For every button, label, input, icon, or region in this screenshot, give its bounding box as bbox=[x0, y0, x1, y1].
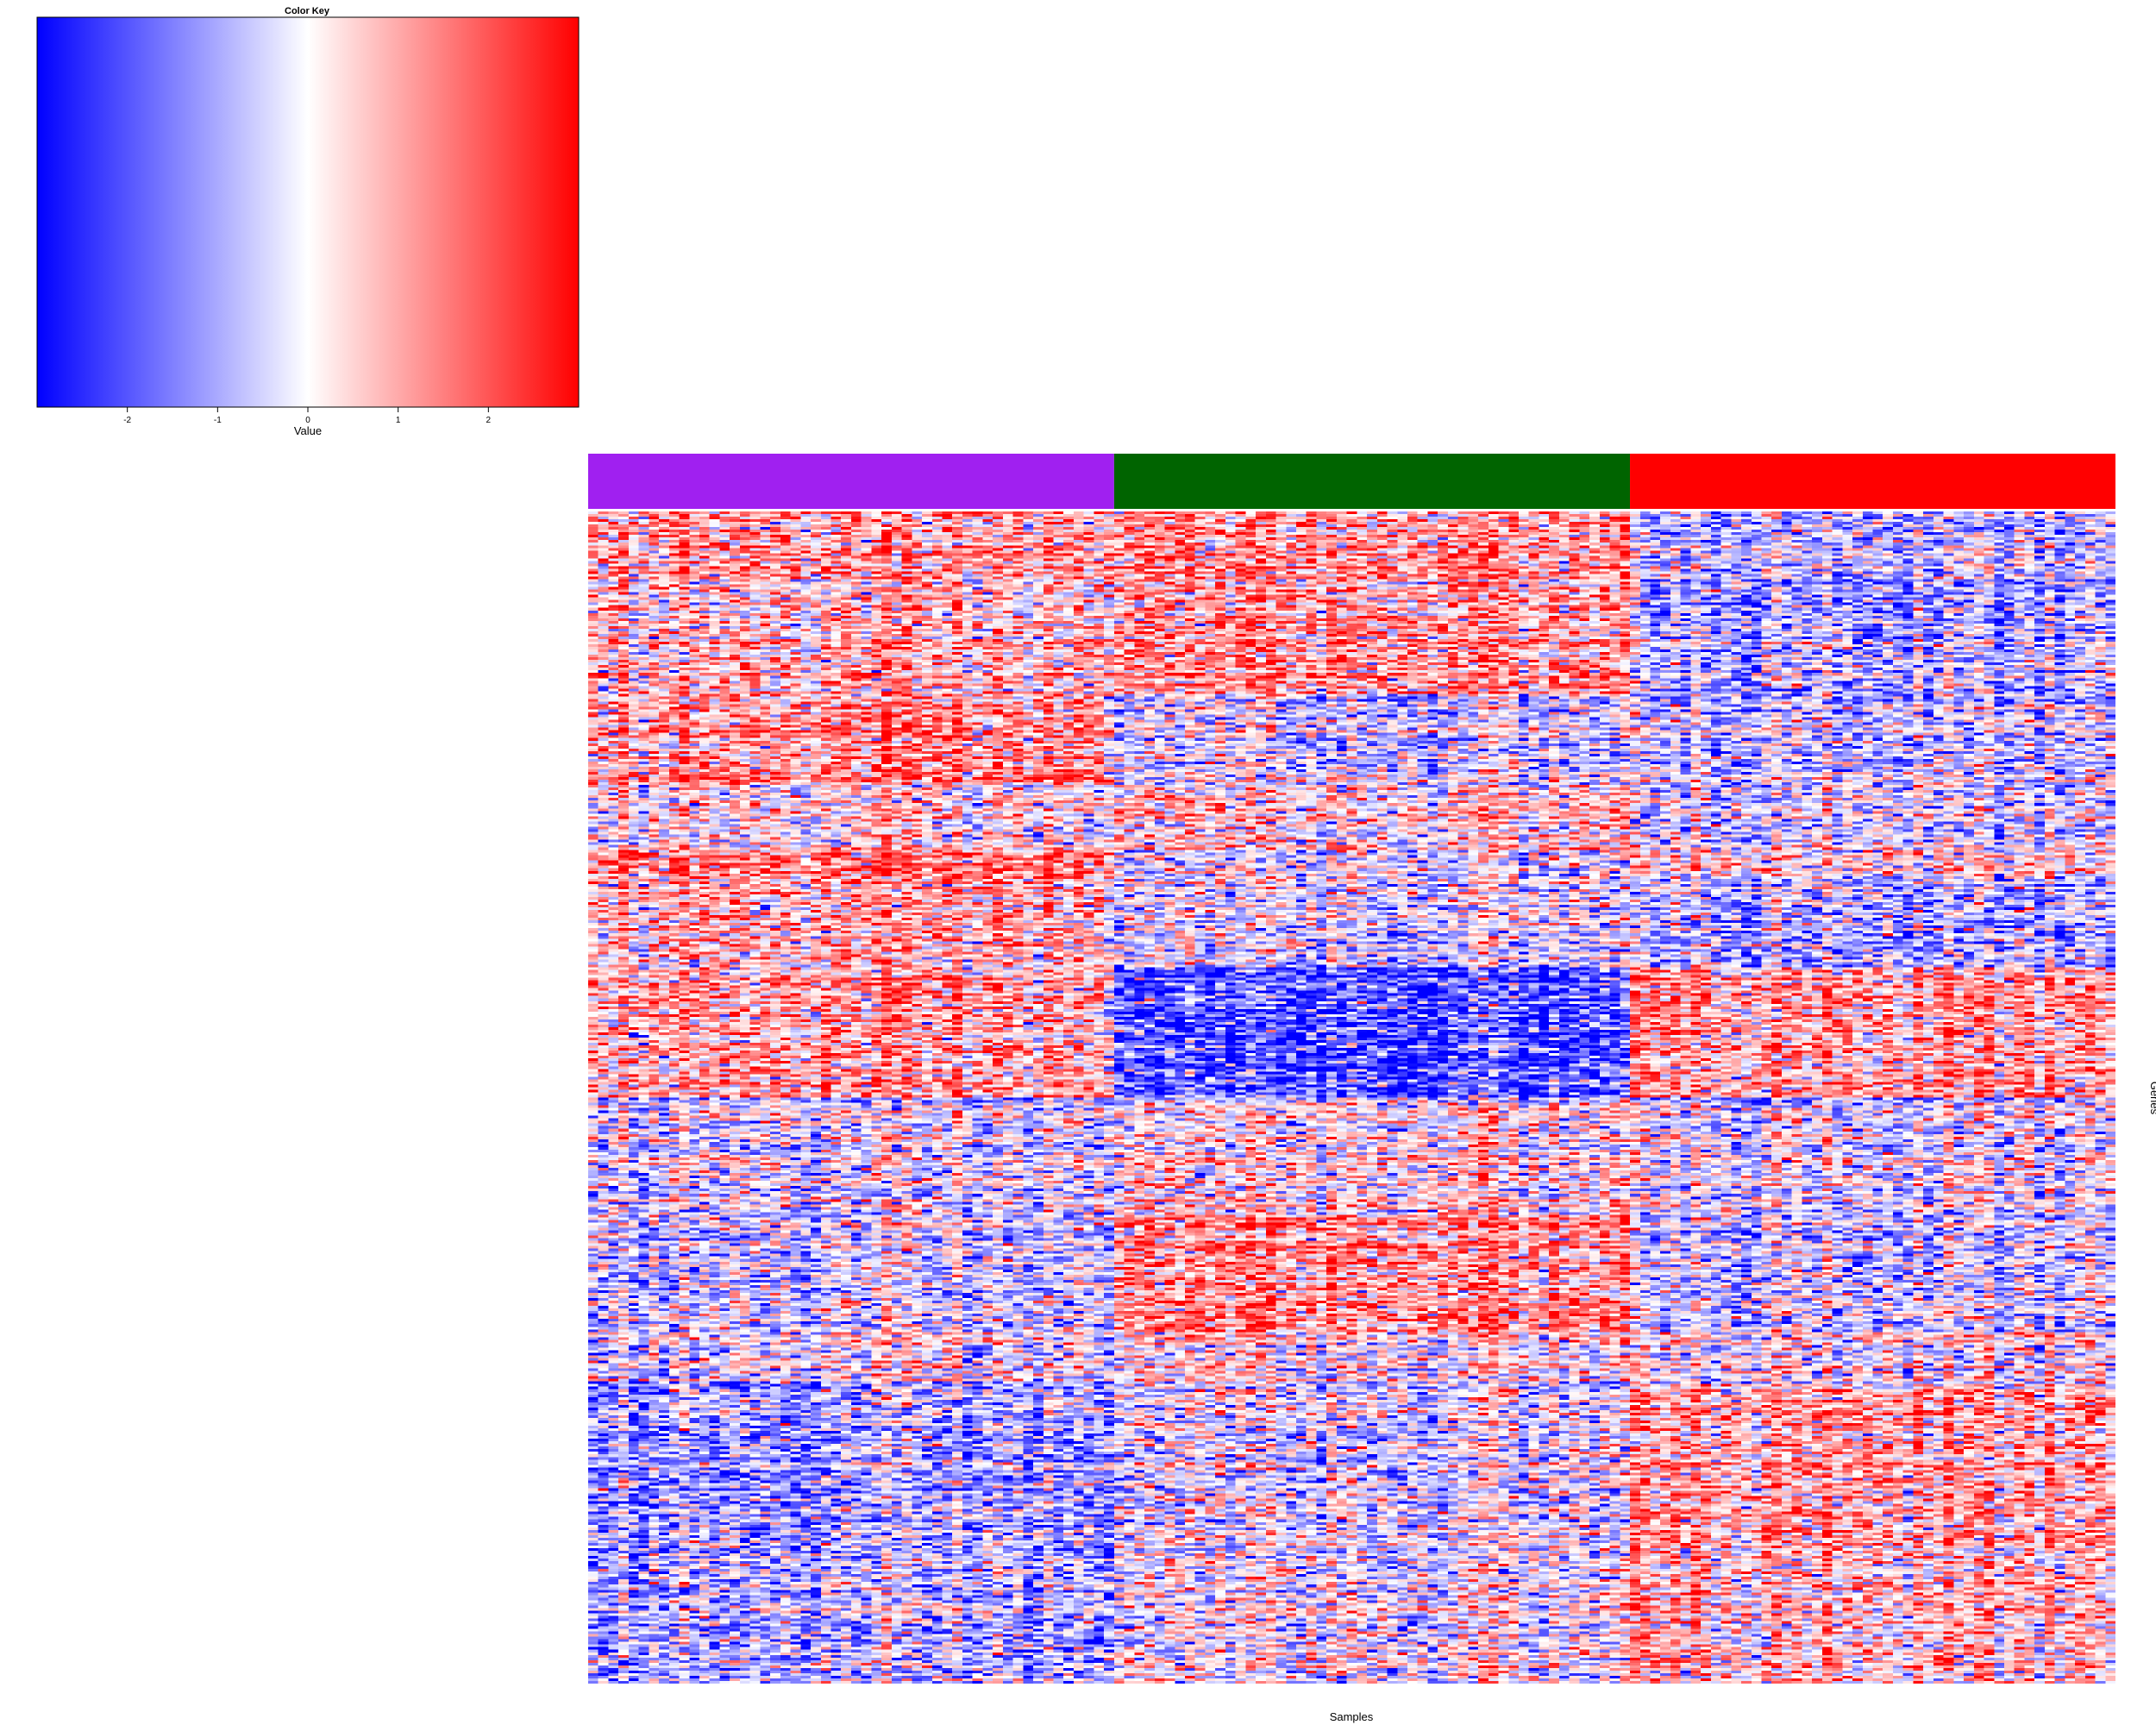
color-key-tick-label: -2 bbox=[123, 416, 131, 425]
color-key-tick-label: 0 bbox=[305, 416, 310, 425]
color-key-tick-label: 1 bbox=[396, 416, 401, 425]
sample-group-bar-3 bbox=[1630, 454, 2115, 509]
sample-group-color-bar bbox=[588, 454, 2115, 509]
color-key-title: Color Key bbox=[285, 6, 330, 16]
color-key-tick-label: -1 bbox=[214, 416, 222, 425]
y-axis-label: Genes bbox=[2148, 1082, 2156, 1115]
color-key-gradient-bar bbox=[36, 16, 580, 408]
color-key-axis: -2 -1 0 1 2 bbox=[123, 407, 492, 425]
color-key: Color Key -2 -1 0 1 2 Value bbox=[36, 6, 580, 437]
x-axis-label: Samples bbox=[1330, 1710, 1374, 1723]
color-key-tick-label: 2 bbox=[486, 416, 492, 425]
sample-group-bar-2 bbox=[1113, 454, 1631, 509]
color-key-xlabel: Value bbox=[294, 424, 322, 437]
sample-group-bar-1 bbox=[588, 454, 1114, 509]
heatmap-matrix bbox=[588, 511, 2115, 1684]
